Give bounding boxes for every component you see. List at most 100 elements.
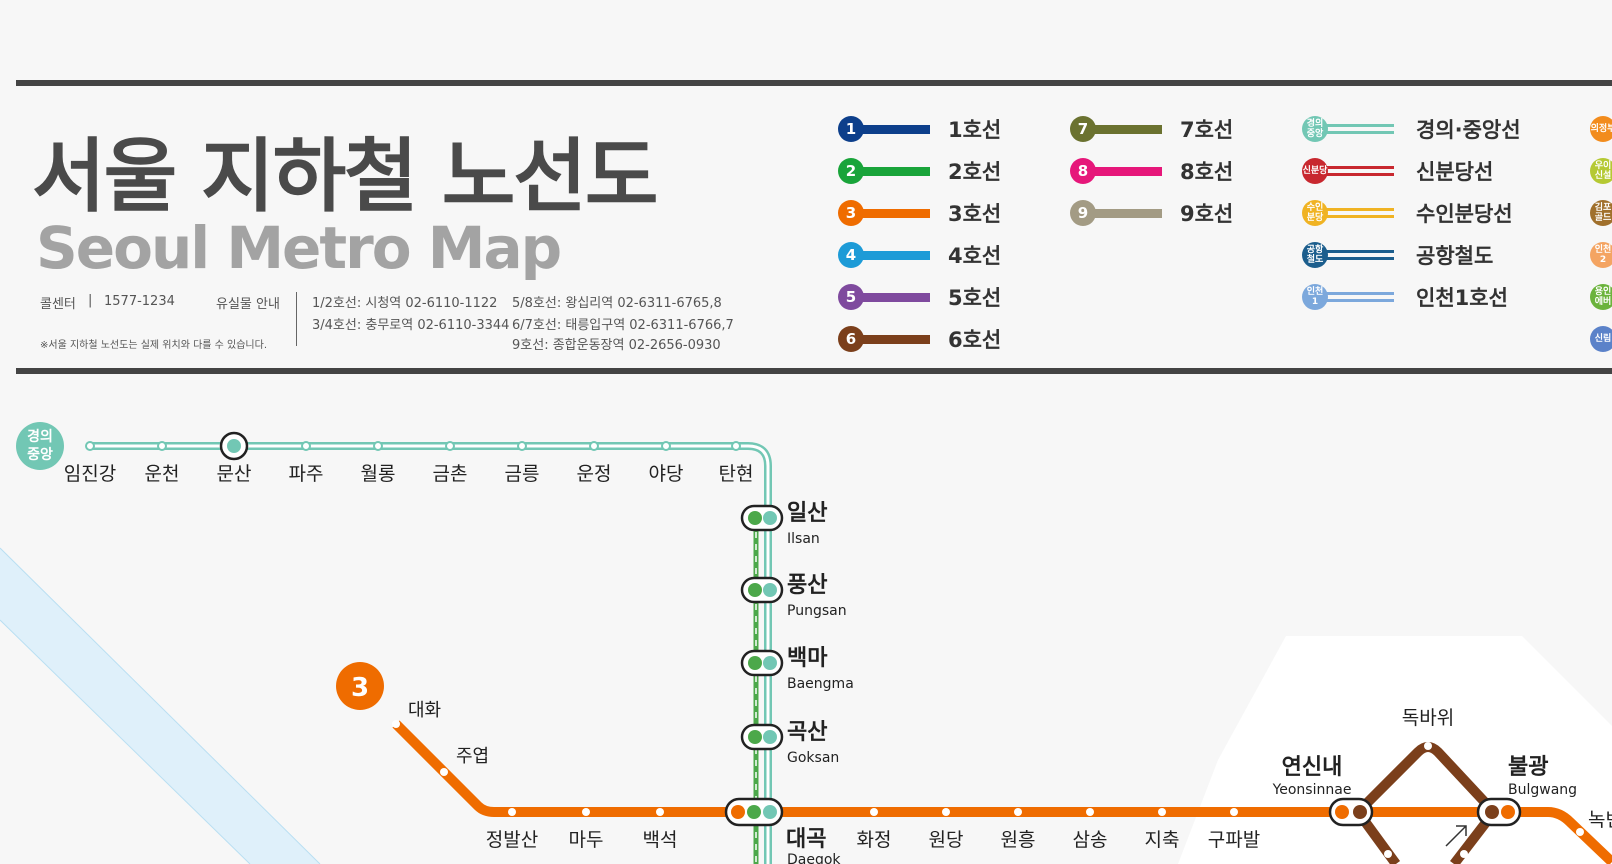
station-transfer-dot xyxy=(763,583,777,597)
callcenter-separator: | xyxy=(88,293,93,308)
direction-arrow-icon xyxy=(1445,825,1467,847)
station-label-line3: 화정 xyxy=(857,829,892,851)
station-label-en: Bulgwang xyxy=(1508,782,1577,798)
legend-badge: 5 xyxy=(838,284,864,310)
station-label-gyeongui: 파주 xyxy=(289,463,324,485)
station-label-line6: 독바위 xyxy=(1402,707,1454,729)
station-label-line3: 마두 xyxy=(569,829,604,851)
legend-badge: 수인 분당 xyxy=(1302,200,1328,226)
station-marker xyxy=(656,808,664,816)
legend-badge: 7 xyxy=(1070,116,1096,142)
station-transfer-dot xyxy=(1485,805,1499,819)
legend-badge: 경의 중앙 xyxy=(1302,116,1328,142)
gyeongui-badge-text: 경의 xyxy=(27,428,53,445)
legend-badge: 4 xyxy=(838,242,864,268)
page-title: 서울 지하철 노선도 xyxy=(32,130,659,223)
legend-badge: 인천 1 xyxy=(1302,284,1328,310)
lostfound-line-6-7: 6/7호선: 태릉입구역 02-6311-6766,7 xyxy=(512,318,734,333)
legend-double-line-swatch xyxy=(1326,292,1394,302)
station-transfer-dot xyxy=(748,656,762,670)
station-marker xyxy=(517,441,527,451)
station-label-gyeongui: 월롱 xyxy=(361,463,396,485)
station-transfer-dot xyxy=(1353,805,1367,819)
station-marker xyxy=(392,720,400,728)
station-label-en: Yeonsinnae xyxy=(1272,782,1352,798)
legend-badge: 8 xyxy=(1070,158,1096,184)
station-label-gyeongui: 임진강 xyxy=(64,463,116,485)
station-label-ko: 곡산 xyxy=(787,720,827,745)
legend-badge: 2 xyxy=(838,158,864,184)
station-label-line3: 녹번 xyxy=(1588,809,1612,831)
station-marker xyxy=(731,441,741,451)
station-transfer-dot xyxy=(1335,805,1349,819)
station-transfer-dot xyxy=(227,439,241,453)
station-label-en: Ilsan xyxy=(787,531,820,547)
station-marker xyxy=(1576,828,1584,836)
station-label-line3: 지축 xyxy=(1145,829,1180,851)
line3-badge-icon xyxy=(336,662,384,710)
legend-label: 경의·중앙선 xyxy=(1416,118,1521,142)
line3-badge-text: 3 xyxy=(351,673,369,703)
gyeongui-badge-icon xyxy=(16,422,64,470)
station-marker xyxy=(508,808,516,816)
legend-badge-partial: 용인 에버 xyxy=(1590,284,1612,310)
station-marker xyxy=(157,441,167,451)
station-label-line3: 주엽 xyxy=(456,746,489,767)
station-label-ko: 백마 xyxy=(787,646,828,671)
station-transfer-dot xyxy=(748,511,762,525)
legend-label: 8호선 xyxy=(1180,160,1234,184)
legend-label: 3호선 xyxy=(948,202,1002,226)
station-marker xyxy=(445,441,455,451)
legend-badge-partial: 의정부 xyxy=(1590,116,1612,142)
station-label-en: Pungsan xyxy=(787,603,847,619)
station-marker xyxy=(1460,850,1468,858)
station-transfer-dot xyxy=(748,583,762,597)
station-marker xyxy=(1424,742,1432,750)
station-label-en: Goksan xyxy=(787,750,839,766)
legend-label: 공항철도 xyxy=(1416,244,1494,268)
station-label-en: Daegok xyxy=(787,852,841,864)
legend-line-swatch xyxy=(862,335,930,344)
legend-badge-partial: 김포 골드 xyxy=(1590,200,1612,226)
station-marker xyxy=(1230,808,1238,816)
legend-line-swatch xyxy=(1094,167,1162,176)
station-transfer-dot xyxy=(1501,805,1515,819)
legend-label: 5호선 xyxy=(948,286,1002,310)
lostfound-line-9: 9호선: 종합운동장역 02-2656-0930 xyxy=(512,338,721,353)
lostfound-line-3-4: 3/4호선: 충무로역 02-6110-3344 xyxy=(312,318,510,333)
legend-label: 인천1호선 xyxy=(1416,286,1508,310)
station-marker xyxy=(582,808,590,816)
station-marker xyxy=(1384,850,1392,858)
station-transfer-dot xyxy=(747,805,761,819)
legend-badge: 6 xyxy=(838,326,864,352)
legend-line-swatch xyxy=(862,167,930,176)
legend-line-swatch xyxy=(1094,209,1162,218)
legend-label: 1호선 xyxy=(948,118,1002,142)
station-marker xyxy=(942,808,950,816)
station-label-line3: 백석 xyxy=(643,829,678,851)
station-label-ko: 풍산 xyxy=(787,573,827,598)
lostfound-line-5-8: 5/8호선: 왕십리역 02-6311-6765,8 xyxy=(512,296,722,311)
disclaimer-note: ※서울 지하철 노선도는 실제 위치와 다를 수 있습니다. xyxy=(40,340,268,351)
station-marker xyxy=(440,768,448,776)
station-label-gyeongui: 문산 xyxy=(217,463,252,485)
legend-label: 9호선 xyxy=(1180,202,1234,226)
legend-label: 4호선 xyxy=(948,244,1002,268)
legend-badge: 공항 철도 xyxy=(1302,242,1328,268)
station-label-line3: 정발산 xyxy=(486,829,538,851)
station-label-gyeongui: 금릉 xyxy=(505,463,540,485)
station-label-gyeongui: 탄현 xyxy=(719,463,754,485)
station-label-line3: 삼송 xyxy=(1073,829,1108,851)
legend-label: 신분당선 xyxy=(1416,160,1494,184)
station-label-line3: 대화 xyxy=(408,700,441,721)
legend-double-line-swatch xyxy=(1326,166,1394,176)
legend-badge-partial: 인천 2 xyxy=(1590,242,1612,268)
station-label-ko: 불광 xyxy=(1508,755,1548,780)
station-transfer-dot xyxy=(748,730,762,744)
legend-badge: 신분당 xyxy=(1302,158,1328,184)
station-marker xyxy=(1086,808,1094,816)
page-subtitle: Seoul Metro Map xyxy=(36,214,562,282)
station-label-ko: 일산 xyxy=(787,501,827,526)
legend-line-swatch xyxy=(862,293,930,302)
